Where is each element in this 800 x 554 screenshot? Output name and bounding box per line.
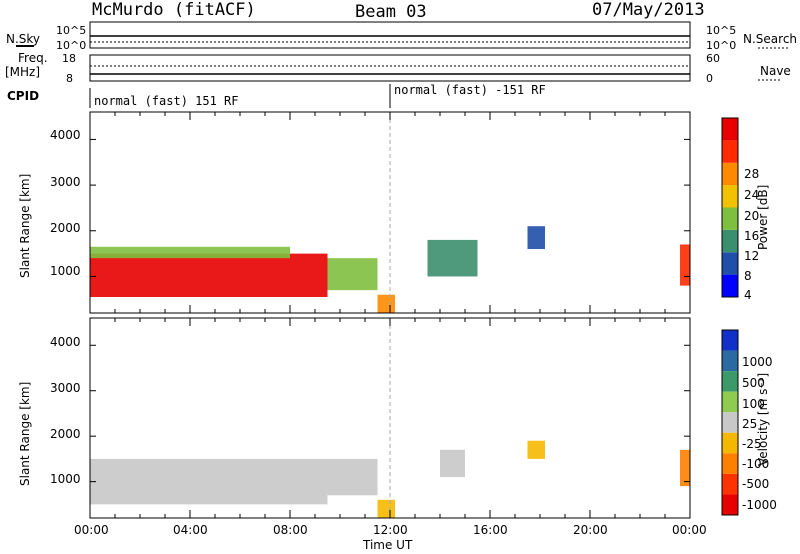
x-tick: 04:00 (173, 523, 208, 537)
freq-tick-bottom: 8 (66, 72, 73, 85)
velocity-tick: -25 (742, 437, 762, 451)
velocity-data-cell (377, 499, 395, 518)
nave-label: Nave (760, 64, 791, 78)
velocity-colorbar-segment (722, 371, 738, 392)
power-data-cell (90, 253, 328, 298)
velocity-colorbar-segment (722, 473, 738, 495)
power-data-cell (90, 246, 290, 259)
power-tick: 24 (744, 188, 760, 202)
velocity-colorbar-segment (722, 391, 738, 413)
freq-label: Freq. (18, 51, 48, 65)
power-tick: 8 (744, 269, 752, 283)
nsearch-tick-top: 10^5 (706, 24, 737, 37)
power-colorbar-segment (722, 229, 738, 253)
nsearch-label: N.Search (743, 32, 798, 46)
power-colorbar-segment (722, 140, 738, 163)
velocity-tick: 25 (742, 417, 758, 431)
power-y-tick: 2000 (50, 221, 81, 235)
nsky-panel-frame (89, 21, 691, 49)
velocity-colorbar-segment (722, 432, 738, 454)
power-data-cell (427, 239, 478, 277)
x-tick: 12:00 (373, 523, 408, 537)
cpid-left-label: normal (fast) 151 RF (94, 94, 239, 108)
x-tick: 16:00 (473, 523, 508, 537)
velocity-tick: -500 (742, 477, 770, 491)
velocity-tick: -100 (742, 457, 770, 471)
velocity-tick: 1000 (742, 355, 773, 369)
velocity-data-cell (680, 449, 690, 487)
power-colorbar-segment (722, 118, 738, 141)
velocity-y-tick: 4000 (50, 335, 81, 349)
power-colorbar-segment (722, 207, 738, 230)
power-colorbar-segment (722, 162, 738, 186)
power-y-tick: 1000 (50, 264, 81, 278)
nave-tick-bottom: 0 (706, 72, 713, 85)
velocity-tick: 500 (742, 376, 765, 390)
power-tick: 16 (744, 229, 760, 243)
power-tick: 12 (744, 249, 760, 263)
velocity-y-tick: 1000 (50, 472, 81, 486)
velocity-data-cell (90, 458, 328, 505)
freq-unit-label: [MHz] (5, 65, 41, 79)
power-tick: 4 (744, 288, 752, 302)
power-data-cell (527, 226, 545, 250)
x-tick: 00:00 (672, 523, 707, 537)
power-tick: 20 (744, 209, 760, 223)
cpid-label: CPID (7, 89, 40, 103)
radar-title: McMurdo (fitACF) (92, 0, 256, 20)
velocity-colorbar-segment (722, 350, 738, 372)
freq-tick-top: 18 (62, 52, 76, 65)
power-colorbar-segment (722, 274, 738, 297)
nsky-tick-top: 10^5 (56, 24, 87, 37)
nave-tick-top: 60 (706, 52, 720, 65)
date-title: 07/May/2013 (592, 0, 705, 20)
velocity-y-tick: 3000 (50, 381, 81, 395)
power-colorbar-segment (722, 185, 738, 208)
x-tick: 20:00 (573, 523, 608, 537)
x-tick: 00:00 (74, 523, 109, 537)
freq-panel-frame (89, 54, 691, 82)
velocity-colorbar-segment (722, 453, 738, 474)
nsearch-tick-bottom: 10^0 (706, 39, 737, 52)
velocity-tick: -1000 (742, 498, 777, 512)
velocity-data-cell (327, 458, 378, 496)
x-axis-label: Time UT (363, 538, 413, 552)
velocity-colorbar-frame (721, 329, 739, 516)
velocity-colorbar-segment (722, 412, 738, 433)
power-data-cell (680, 244, 690, 286)
power-colorbar-frame (721, 117, 739, 298)
cpid-right-label: normal (fast) -151 RF (394, 83, 546, 97)
beam-title: Beam 03 (355, 2, 427, 22)
power-colorbar-segment (722, 252, 738, 275)
x-tick: 08:00 (273, 523, 308, 537)
power-tick: 28 (744, 167, 760, 181)
power-y-tick: 4000 (50, 128, 81, 142)
velocity-colorbar-segment (722, 494, 738, 515)
velocity-data-cell (440, 449, 465, 478)
velocity-colorbar-segment (722, 330, 738, 351)
power-data-cell (327, 258, 378, 291)
velocity-y-tick: 2000 (50, 427, 81, 441)
power-data-cell (377, 294, 395, 313)
nsky-label: N.Sky (6, 32, 41, 46)
velocity-tick: 100 (742, 397, 765, 411)
velocity-data-cell (527, 440, 545, 459)
nsky-tick-bottom: 10^0 (56, 39, 87, 52)
power-y-tick: 3000 (50, 175, 81, 189)
